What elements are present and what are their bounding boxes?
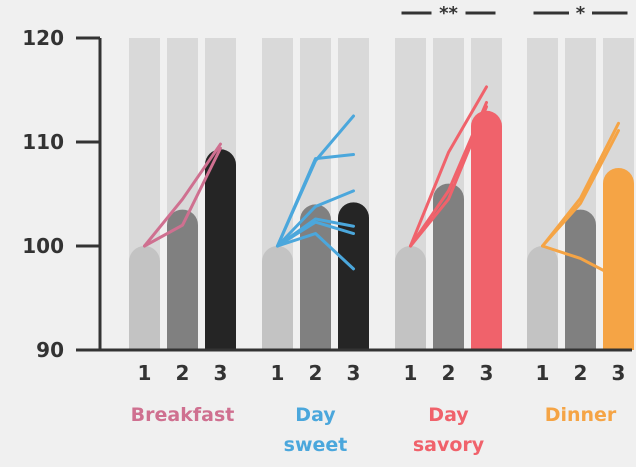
category-label-day-savory-3: 3 <box>480 361 494 385</box>
bar-day-savory-2 <box>433 183 464 350</box>
line-breakfast-2 <box>143 146 222 248</box>
bar-day-savory-1 <box>395 246 426 350</box>
bar-breakfast-3 <box>205 149 236 350</box>
bar-day-savory-3 <box>471 110 502 351</box>
category-label-dinner-2: 2 <box>574 361 588 385</box>
category-label-day-sweet-1: 1 <box>271 361 285 385</box>
y-tick-label-90: 90 <box>36 338 64 362</box>
line-dinner-2 <box>541 129 620 248</box>
group-label-dinner: Dinner <box>545 404 617 426</box>
axes: 90 100 110 120 <box>22 26 632 362</box>
line-day-sweet-5 <box>276 220 355 248</box>
line-day-savory-3 <box>409 105 488 248</box>
line-day-sweet-2 <box>276 152 355 248</box>
significance-marker-dinner: * <box>576 3 586 24</box>
bar-day-sweet-3 <box>338 202 369 350</box>
category-label-dinner-3: 3 <box>612 361 626 385</box>
y-tick-label-100: 100 <box>22 234 64 258</box>
bar-dinner-3 <box>603 167 634 350</box>
significance-marker-day-savory: ** <box>439 3 458 24</box>
category-label-day-sweet-3: 3 <box>347 361 361 385</box>
y-tick-label-120: 120 <box>22 26 64 50</box>
bar-dinner-1 <box>527 246 558 350</box>
group-label-day-sweet: Day sweet <box>284 404 348 456</box>
line-day-sweet-6 <box>276 232 355 271</box>
individual-lines <box>143 85 620 280</box>
data-bars <box>129 110 634 351</box>
bar-breakfast-1 <box>129 246 160 350</box>
group-label-day-savory: Day savory <box>413 404 485 456</box>
line-dinner-3 <box>541 244 620 280</box>
y-tick-label-110: 110 <box>22 130 64 154</box>
category-label-day-savory-2: 2 <box>442 361 456 385</box>
bar-breakfast-2 <box>167 209 198 350</box>
category-label-dinner-1: 1 <box>536 361 550 385</box>
line-day-savory-1 <box>409 85 488 248</box>
line-day-sweet-3 <box>276 189 355 248</box>
category-label-day-sweet-2: 2 <box>309 361 323 385</box>
line-day-savory-2 <box>409 100 488 248</box>
category-label-breakfast-1: 1 <box>138 361 152 385</box>
group-label-breakfast: Breakfast <box>131 404 235 426</box>
bar-day-sweet-1 <box>262 246 293 350</box>
line-breakfast-1 <box>143 142 222 248</box>
category-label-breakfast-2: 2 <box>176 361 190 385</box>
background-bars <box>129 38 634 350</box>
category-label-breakfast-3: 3 <box>214 361 228 385</box>
bar-dinner-2 <box>565 209 596 350</box>
category-label-day-savory-1: 1 <box>404 361 418 385</box>
